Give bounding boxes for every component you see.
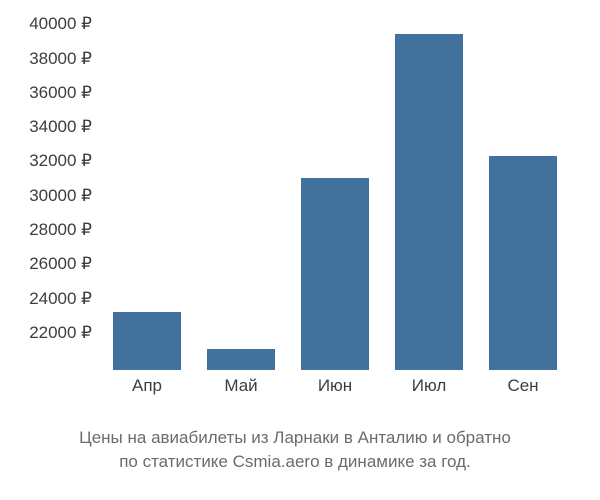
plot-area [100,10,570,370]
y-tick-label: 32000 ₽ [29,151,92,171]
y-tick-label: 28000 ₽ [29,220,92,240]
y-tick-label: 22000 ₽ [29,323,92,343]
bar [207,349,275,370]
price-bar-chart: 22000 ₽ 24000 ₽ 26000 ₽ 28000 ₽ 30000 ₽ 32000… [10,10,580,410]
x-tick-label: Май [224,376,257,396]
x-tick-label: Июн [318,376,352,396]
chart-caption: Цены на авиабилеты из Ларнаки в Анталию … [10,426,580,474]
y-tick-label: 36000 ₽ [29,83,92,103]
bar [113,312,181,370]
y-tick-label: 30000 ₽ [29,186,92,206]
y-tick-label: 38000 ₽ [29,49,92,69]
y-tick-label: 24000 ₽ [29,289,92,309]
bar [395,34,463,370]
caption-line-1: Цены на авиабилеты из Ларнаки в Анталию … [10,426,580,450]
x-axis: Апр Май Июн Июл Сен [100,370,570,410]
y-tick-label: 26000 ₽ [29,254,92,274]
y-axis: 22000 ₽ 24000 ₽ 26000 ₽ 28000 ₽ 30000 ₽ 32000… [10,10,100,370]
bars-container [100,10,570,370]
bar [489,156,557,370]
y-tick-label: 40000 ₽ [29,14,92,34]
bar [301,178,369,370]
x-tick-label: Апр [132,376,162,396]
caption-line-2: по статистике Csmia.aero в динамике за г… [10,450,580,474]
y-tick-label: 34000 ₽ [29,117,92,137]
x-tick-label: Июл [412,376,447,396]
x-tick-label: Сен [507,376,538,396]
